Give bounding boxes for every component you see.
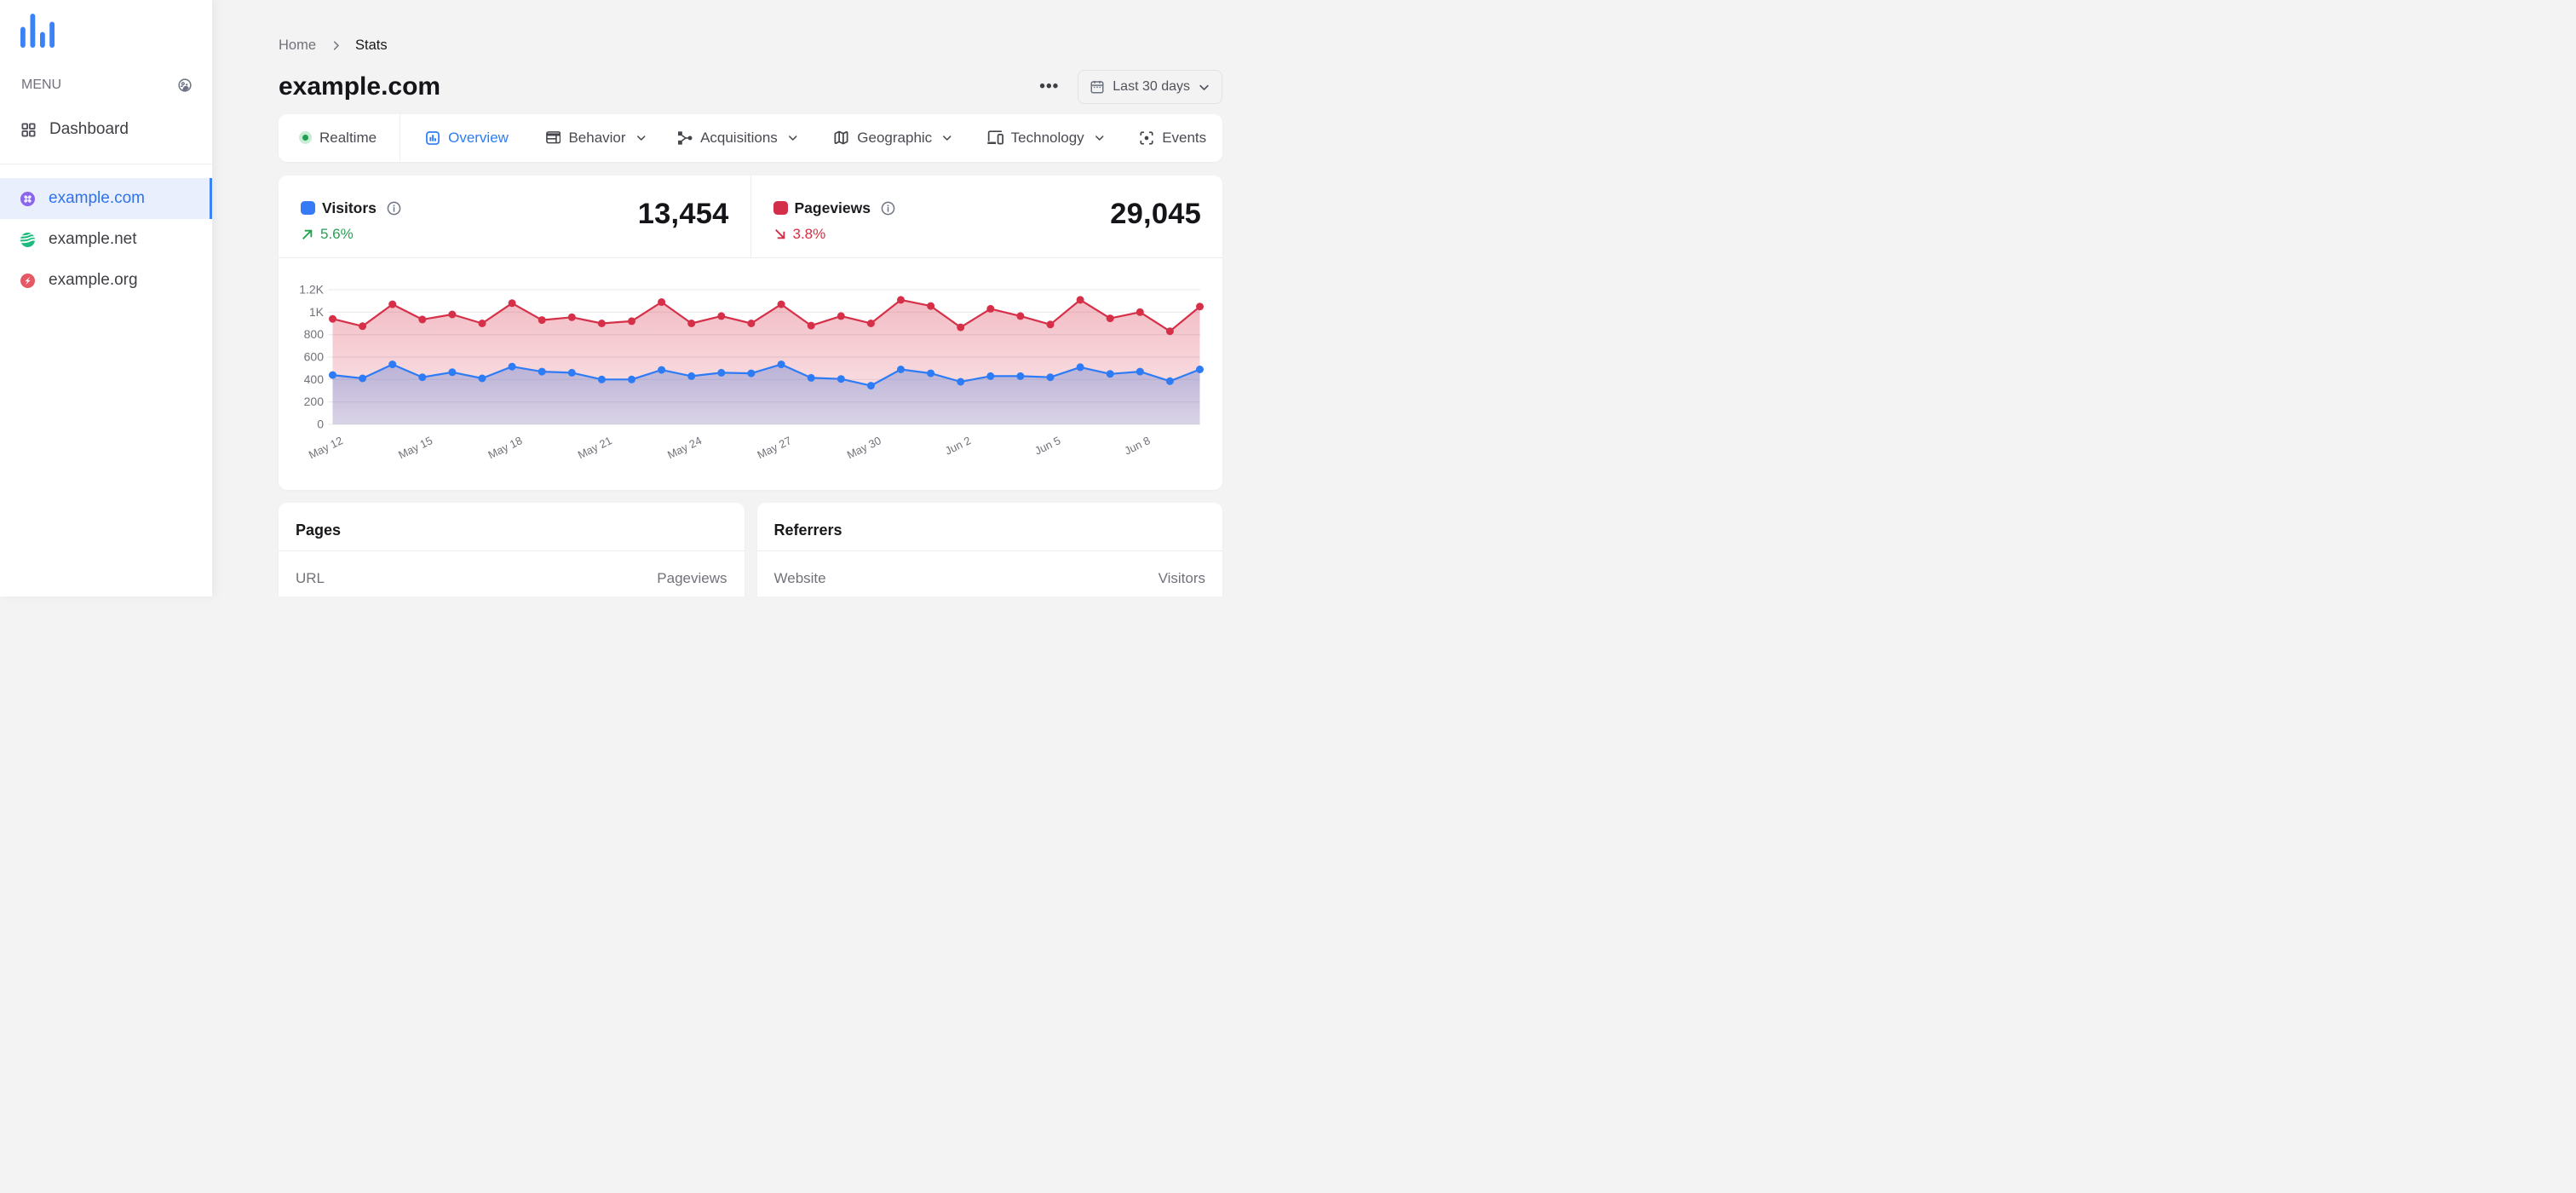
svg-text:May 24: May 24 <box>665 434 704 461</box>
svg-text:May 27: May 27 <box>756 434 794 461</box>
svg-text:May 21: May 21 <box>576 434 614 461</box>
svg-text:800: 800 <box>304 327 325 341</box>
svg-text:May 18: May 18 <box>486 434 525 461</box>
svg-text:May 12: May 12 <box>307 434 345 461</box>
svg-text:Jun 5: Jun 5 <box>1032 434 1062 457</box>
svg-text:Jun 2: Jun 2 <box>943 434 973 457</box>
svg-text:200: 200 <box>304 395 325 408</box>
svg-text:May 30: May 30 <box>845 434 883 461</box>
svg-text:0: 0 <box>317 417 324 430</box>
svg-text:1.2K: 1.2K <box>299 282 324 296</box>
svg-text:400: 400 <box>304 372 325 385</box>
svg-text:1K: 1K <box>309 304 325 318</box>
svg-text:May 15: May 15 <box>396 434 434 461</box>
svg-text:Jun 8: Jun 8 <box>1122 434 1152 457</box>
svg-text:600: 600 <box>304 349 325 363</box>
